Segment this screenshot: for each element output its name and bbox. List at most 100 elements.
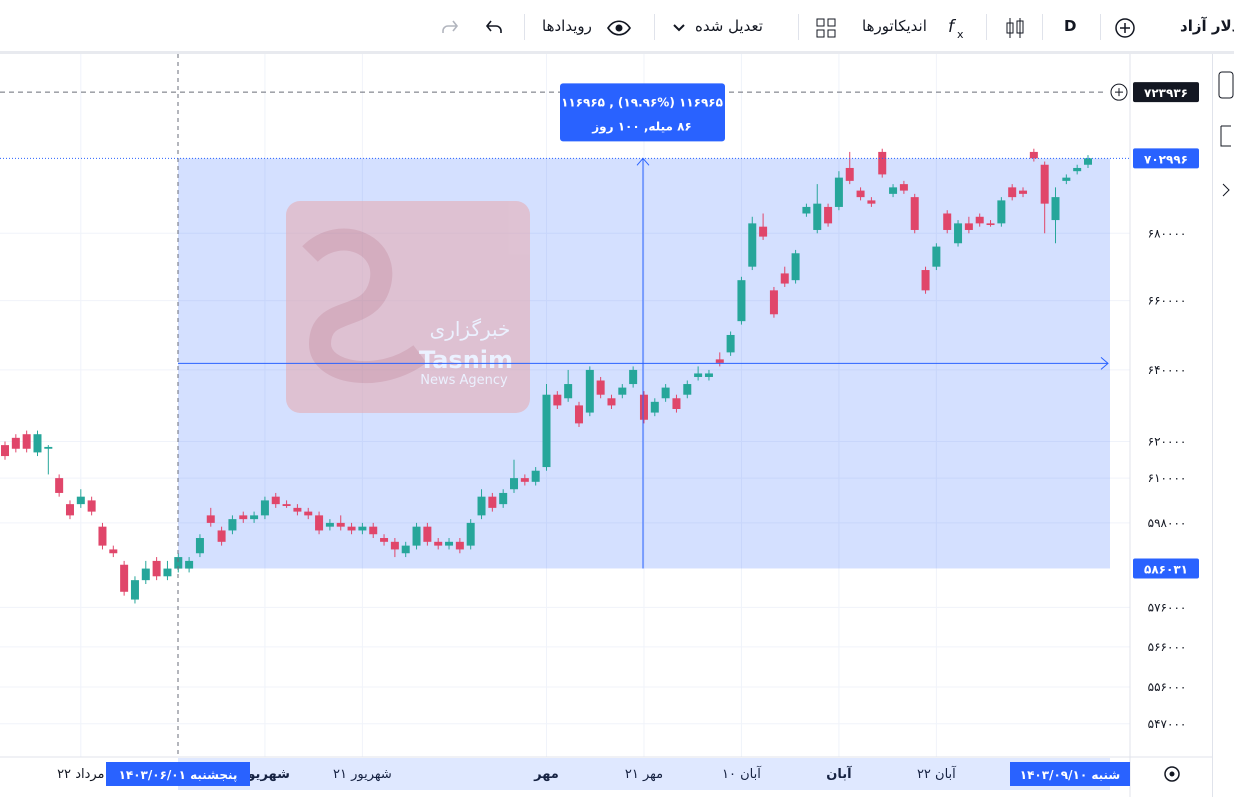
y-tick-label: ۵۵۶۰۰۰ — [1148, 680, 1187, 694]
candle-body — [152, 560, 161, 577]
candle-body — [65, 504, 74, 516]
candle-body — [120, 564, 129, 592]
candle-body — [683, 384, 692, 395]
candle-body — [748, 223, 757, 267]
overlay: ۱۱۶۹۶۵ (۱۹.۹۶%) , ۱۱۶۹۶۵ ۸۶ میله, ۱۰۰ روز — [0, 54, 1130, 757]
sidebar-icon[interactable] — [1222, 183, 1230, 197]
candle-body — [1008, 187, 1017, 198]
candle-body — [293, 507, 302, 512]
candle-body — [639, 394, 648, 420]
candle-body — [661, 387, 670, 399]
indicators[interactable]: اندیکاتورها — [862, 17, 927, 35]
candle-body — [553, 394, 562, 406]
candle-body — [347, 526, 356, 531]
candle-body — [531, 470, 540, 482]
candle-body — [672, 398, 681, 409]
candle-body — [499, 492, 508, 505]
price-label-box — [1133, 82, 1199, 103]
svg-text:f: f — [948, 17, 957, 37]
range-start-box — [106, 762, 250, 786]
candle-body — [1051, 197, 1060, 221]
candle-body — [813, 203, 822, 230]
x-tick-label: ۲۲ مرداد — [57, 767, 104, 782]
x-tick-label: ۲۱ شهریور — [333, 767, 392, 782]
measure-box — [560, 83, 725, 142]
candle-body — [455, 541, 464, 550]
candle-body — [55, 478, 64, 493]
candle-body — [975, 216, 984, 224]
candle-body — [704, 373, 713, 377]
add-icon[interactable] — [1114, 17, 1136, 39]
candle-body — [98, 526, 107, 546]
candle-body — [802, 206, 811, 214]
separator — [654, 14, 655, 40]
chevron-icon[interactable] — [672, 22, 686, 34]
y-tick-label: ۶۲۰۰۰۰ — [1148, 434, 1187, 448]
candle-body — [910, 197, 919, 230]
x-tick-label: مهر — [533, 767, 559, 782]
sidebar-icon[interactable] — [1220, 125, 1231, 147]
interval[interactable]: D — [1064, 17, 1077, 35]
price-label-box — [1133, 148, 1199, 169]
events[interactable]: رویدادها — [542, 17, 592, 35]
y-tick-label: ۵۷۶۰۰۰ — [1148, 600, 1187, 614]
chart: خبرگزاری Tasnim News Agency ۱۱۶۹۶۵ (۱۹.۹… — [0, 54, 1212, 797]
candle-body — [185, 560, 194, 569]
candle-body — [574, 405, 583, 424]
undo-icon[interactable] — [484, 18, 504, 36]
price-label: ۷۰۲۹۹۶ — [1144, 152, 1188, 166]
candle-body — [76, 496, 85, 505]
candle-body — [737, 280, 746, 322]
symbol[interactable]: دلار آزاد — [1180, 17, 1234, 35]
separator — [524, 14, 525, 40]
candle-body — [109, 549, 118, 554]
measure-arrow-head — [1100, 357, 1109, 370]
adjusted[interactable]: تعدیل شده — [695, 17, 763, 35]
candle-body — [856, 190, 865, 198]
separator — [798, 14, 799, 40]
price-label-box — [1133, 558, 1199, 579]
y-tick-label: ۶۱۰۰۰۰ — [1148, 471, 1187, 485]
candle-body — [607, 398, 616, 406]
alert-add-plus — [1115, 88, 1123, 97]
candle-body — [22, 434, 31, 449]
sidebar-icons — [1218, 71, 1234, 197]
candle-body — [174, 557, 183, 569]
y-tick-label: ۵۴۷۰۰۰ — [1148, 717, 1187, 731]
layout-icon[interactable] — [816, 18, 836, 38]
candle-body — [1, 445, 9, 457]
measure-text: ۸۶ میله, ۱۰۰ روز — [591, 119, 692, 134]
eye-icon[interactable] — [606, 18, 632, 38]
candle-body — [11, 437, 20, 449]
y-tick-label: ۵۶۶۰۰۰ — [1148, 640, 1187, 654]
x-tick-label: ۲۲ آبان — [917, 765, 957, 782]
settings-icon[interactable] — [1164, 766, 1180, 782]
watermark-text: خبرگزاری — [430, 317, 511, 341]
candle-body — [943, 213, 952, 230]
redo-icon[interactable] — [440, 18, 460, 36]
candle-body — [336, 522, 345, 527]
candles — [1, 148, 1092, 604]
candle-body — [325, 522, 334, 527]
candle-icon[interactable] — [1005, 16, 1025, 40]
y-tick-label: ۶۴۰۰۰۰ — [1148, 363, 1187, 377]
candle-body — [986, 223, 995, 226]
candle-body — [130, 580, 139, 600]
sidebar-icon[interactable] — [1218, 71, 1234, 99]
range-start-label: پنجشنبه ۱۴۰۳/۰۶/۰۱ — [119, 768, 238, 782]
candle-body — [1040, 164, 1049, 204]
candle-body — [434, 541, 443, 546]
candle-body — [650, 401, 659, 413]
x-tick-label: ۲۱ مهر — [625, 767, 663, 782]
candle-body — [1062, 177, 1071, 181]
candle-body — [997, 200, 1006, 224]
axes: ۶۸۰۰۰۰ ۶۶۰۰۰۰ ۶۴۰۰۰۰ ۶۲۰۰۰۰ ۶۱۰۰۰۰ ۵۹۸۰۰۰ ۵۷۶۰… — [57, 82, 1199, 790]
candle-body — [423, 526, 432, 542]
candle-body — [618, 387, 627, 395]
candle-body — [542, 394, 551, 468]
watermark-logo — [302, 228, 427, 384]
candle-body — [759, 226, 768, 237]
